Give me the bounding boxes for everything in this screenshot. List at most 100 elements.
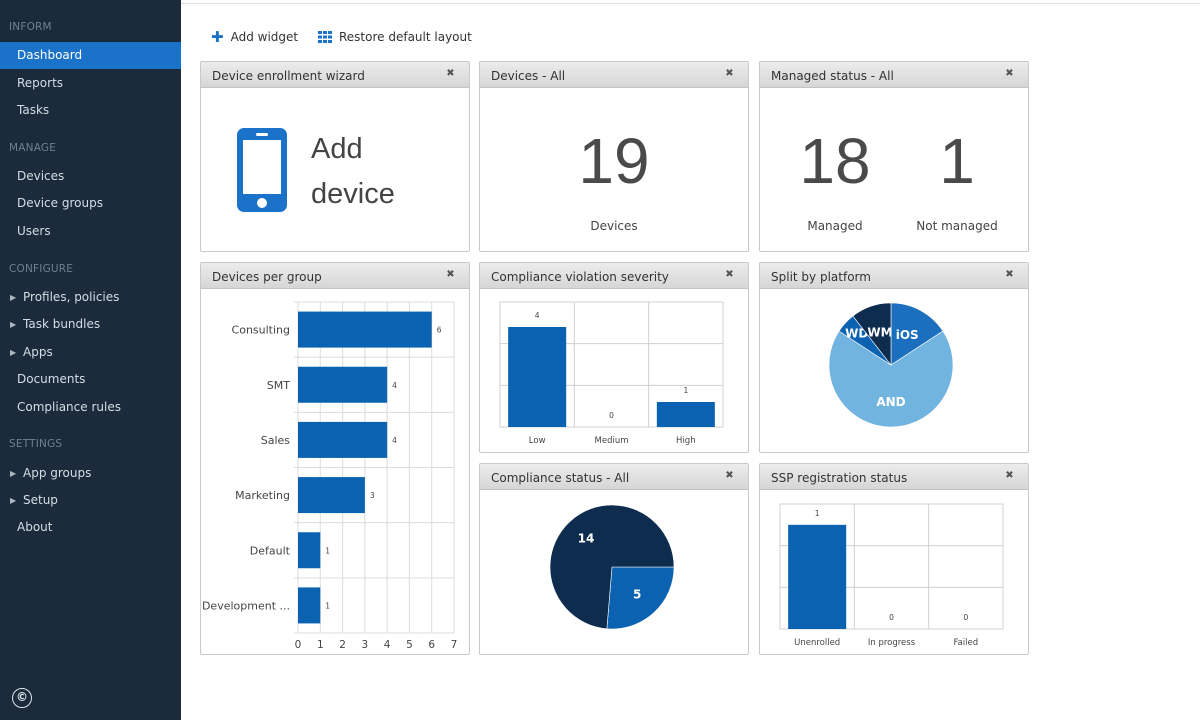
sidebar-item-tasks[interactable]: Tasks	[17, 103, 50, 117]
add-device-text-line1: Add	[311, 133, 363, 165]
sidebar-item-device-groups[interactable]: Device groups	[17, 196, 103, 210]
x-tick-label: 4	[384, 639, 391, 651]
pie-slice[interactable]	[549, 504, 675, 630]
pie-slice[interactable]	[606, 566, 675, 630]
data-label: 1	[325, 546, 330, 555]
data-label: 3	[370, 491, 375, 500]
compliance-status-pie-chart: 5 14	[549, 504, 675, 630]
category-label: SMT	[267, 379, 290, 392]
widget-title: Compliance status - All	[491, 471, 630, 485]
sidebar-item-app-groups[interactable]: ▶ App groups	[0, 460, 181, 487]
slice-label[interactable]: 14	[578, 532, 595, 546]
category-label: In progress	[868, 638, 916, 648]
data-label: 1	[815, 509, 820, 518]
slice-label[interactable]: WM	[867, 326, 892, 340]
caret-right-icon: ▶	[10, 469, 17, 478]
close-icon[interactable]: ✖	[725, 68, 734, 79]
bar[interactable]	[298, 532, 321, 569]
ssp-registration-chart: 1 Unenrolled 0 In progress 0 Failed	[779, 503, 1004, 648]
bar[interactable]	[508, 327, 567, 427]
close-icon[interactable]: ✖	[725, 470, 734, 481]
close-icon[interactable]: ✖	[1005, 269, 1014, 280]
close-icon[interactable]: ✖	[725, 269, 734, 280]
phone-icon	[237, 128, 287, 212]
category-label: High	[676, 436, 696, 446]
pie-slice[interactable]	[828, 330, 954, 428]
category-label: Marketing	[235, 489, 290, 502]
widget-split-platform: Split by platform ✖ iOS AND WD WM	[759, 262, 1029, 453]
sidebar-item-profiles-policies[interactable]: ▶ Profiles, policies	[0, 284, 181, 311]
category-label: Default	[250, 544, 291, 557]
bar[interactable]	[298, 587, 321, 624]
x-tick-label: 7	[451, 639, 458, 651]
bar[interactable]	[656, 402, 715, 427]
data-label: 4	[392, 436, 397, 445]
sidebar-item-task-bundles[interactable]: ▶ Task bundles	[0, 311, 181, 338]
sidebar-item-label: Profiles, policies	[23, 290, 120, 304]
compliance-violation-chart: 4 Low 0 Medium 1 High	[499, 301, 724, 446]
bar[interactable]	[298, 366, 388, 403]
sidebar-item-about[interactable]: About	[17, 520, 53, 534]
close-icon[interactable]: ✖	[1005, 470, 1014, 481]
widget-title: Devices - All	[491, 69, 566, 83]
add-widget-button[interactable]: ✚ Add widget	[211, 28, 299, 46]
category-label: Unenrolled	[794, 638, 840, 648]
widget-device-enrollment: Device enrollment wizard ✖ Add device	[200, 61, 470, 252]
widget-devices-per-group: Devices per group ✖ 0 1 2 3 4 5 6 7 Consulting 6 S…	[200, 262, 470, 655]
category-label: Sales	[261, 434, 291, 447]
category-label: Development ...	[202, 599, 290, 612]
slice-label[interactable]: iOS	[896, 328, 919, 342]
bar[interactable]	[298, 477, 365, 514]
widget-title: Device enrollment wizard	[212, 69, 365, 83]
widget-ssp-registration: SSP registration status ✖ 1 Unenrolled 0 In…	[759, 463, 1029, 655]
widget-header: Compliance status - All ✖	[480, 464, 748, 490]
copyright-icon[interactable]: ©	[12, 688, 32, 708]
close-icon[interactable]: ✖	[446, 68, 455, 79]
sidebar-item-dashboard[interactable]: Dashboard	[0, 42, 181, 69]
x-tick-label: 6	[428, 639, 435, 651]
x-tick-label: 5	[406, 639, 413, 651]
data-label: 0	[963, 613, 968, 622]
slice-label[interactable]: AND	[876, 395, 905, 409]
not-managed-count[interactable]: 1	[939, 125, 975, 197]
plot-frame	[499, 301, 724, 428]
sidebar-item-apps[interactable]: ▶ Apps	[0, 339, 181, 366]
add-device-action[interactable]: Add device	[201, 89, 469, 251]
add-device-text-line2: device	[311, 178, 395, 210]
section-inform: INFORM	[9, 21, 52, 33]
slice-label[interactable]: 5	[633, 587, 641, 601]
sidebar-item-users[interactable]: Users	[17, 224, 51, 238]
slice-label[interactable]: WD	[845, 327, 868, 341]
close-icon[interactable]: ✖	[1005, 68, 1014, 79]
sidebar-item-reports[interactable]: Reports	[17, 76, 64, 90]
caret-right-icon: ▶	[10, 320, 17, 329]
category-label: Consulting	[232, 324, 290, 337]
managed-count[interactable]: 18	[799, 125, 871, 197]
sidebar-item-documents[interactable]: Documents	[17, 372, 86, 386]
widget-managed-status: Managed status - All ✖ 18 Managed 1 Not …	[759, 61, 1029, 252]
widget-header: Device enrollment wizard ✖	[201, 62, 469, 88]
bar[interactable]	[298, 311, 432, 348]
data-label: 0	[609, 411, 614, 420]
devices-count[interactable]: 19	[578, 125, 650, 197]
managed-caption: Managed	[807, 219, 863, 233]
pie-slice[interactable]	[890, 302, 944, 366]
sidebar-item-devices[interactable]: Devices	[17, 169, 65, 183]
widget-title: Devices per group	[212, 270, 322, 284]
bar[interactable]	[788, 524, 847, 629]
pie-slice[interactable]	[852, 302, 892, 366]
close-icon[interactable]: ✖	[446, 269, 455, 280]
add-widget-label: Add widget	[230, 30, 299, 44]
widget-header: Devices per group ✖	[201, 263, 469, 289]
sidebar-item-setup[interactable]: ▶ Setup	[0, 487, 181, 514]
sidebar-item-compliance-rules[interactable]: Compliance rules	[17, 400, 121, 414]
grid-icon	[318, 31, 332, 43]
widget-compliance-status: Compliance status - All ✖ 5 14	[479, 463, 749, 655]
section-configure: CONFIGURE	[9, 263, 74, 275]
restore-layout-button[interactable]: Restore default layout	[318, 29, 472, 45]
sidebar-item-label: Apps	[23, 345, 53, 359]
data-label: 0	[889, 613, 894, 622]
data-label: 1	[683, 386, 688, 395]
bar[interactable]	[298, 421, 388, 458]
